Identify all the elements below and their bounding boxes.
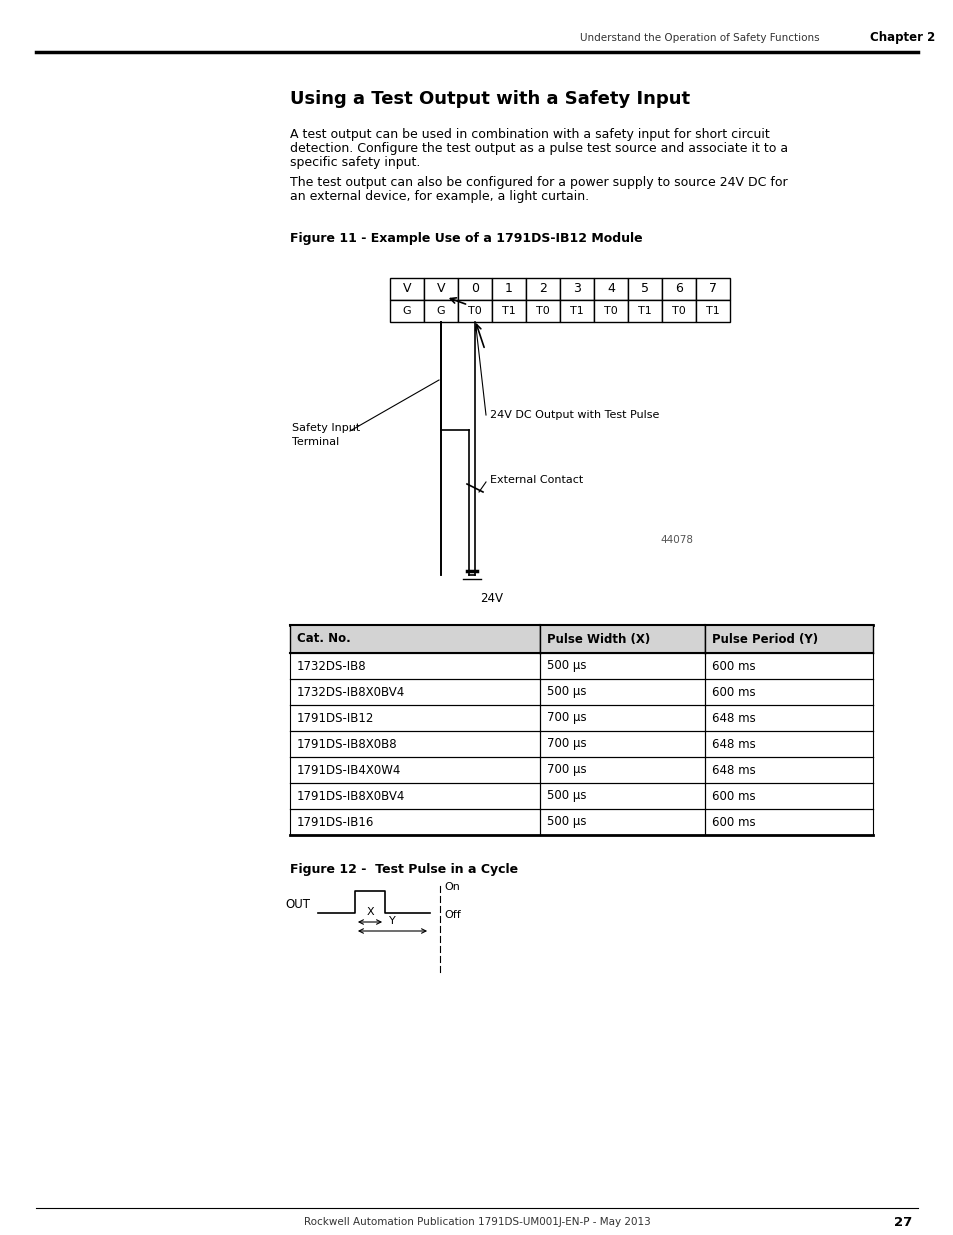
Bar [661,278,696,300]
Bar [661,300,696,322]
Text: 1791DS-IB8X0BV4: 1791DS-IB8X0BV4 [296,789,405,803]
Text: 5: 5 [640,283,648,295]
Text: 500 μs: 500 μs [546,685,586,699]
Text: 600 ms: 600 ms [711,685,755,699]
Text: specific safety input.: specific safety input. [290,156,420,169]
Text: 600 ms: 600 ms [711,789,755,803]
Text: 500 μs: 500 μs [546,789,586,803]
Text: 1791DS-IB4X0W4: 1791DS-IB4X0W4 [296,763,401,777]
Text: G: G [402,306,411,316]
Text: 24V: 24V [479,592,502,605]
Text: 1791DS-IB8X0B8: 1791DS-IB8X0B8 [296,737,397,751]
Text: V: V [436,283,445,295]
Text: T1: T1 [705,306,720,316]
Text: 1791DS-IB16: 1791DS-IB16 [296,815,374,829]
Text: Cat. No.: Cat. No. [296,632,351,646]
Bar [423,278,457,300]
Bar [594,278,627,300]
Bar [627,300,661,322]
Text: 0: 0 [471,283,478,295]
Text: On: On [443,882,459,892]
Bar [559,300,594,322]
Text: 1732DS-IB8X0BV4: 1732DS-IB8X0BV4 [296,685,405,699]
Text: Figure 12 -  Test Pulse in a Cycle: Figure 12 - Test Pulse in a Cycle [290,863,517,876]
Text: 1: 1 [504,283,513,295]
Text: 500 μs: 500 μs [546,659,586,673]
Text: 648 ms: 648 ms [711,763,755,777]
Bar [525,278,559,300]
Bar [539,625,704,653]
Text: T0: T0 [603,306,618,316]
Bar [423,300,457,322]
Text: T0: T0 [672,306,685,316]
Text: G: G [436,306,445,316]
Bar [492,300,525,322]
Text: 27: 27 [893,1215,911,1229]
Text: OUT: OUT [285,899,310,911]
Text: 24V DC Output with Test Pulse: 24V DC Output with Test Pulse [490,410,659,420]
Text: Safety Input
Terminal: Safety Input Terminal [292,424,360,447]
Text: Figure 11 - Example Use of a 1791DS-IB12 Module: Figure 11 - Example Use of a 1791DS-IB12… [290,232,642,245]
Text: T1: T1 [570,306,583,316]
Bar [704,625,872,653]
Bar [559,278,594,300]
Bar [390,278,423,300]
Text: V: V [402,283,411,295]
Text: Rockwell Automation Publication 1791DS-UM001J-EN-P - May 2013: Rockwell Automation Publication 1791DS-U… [303,1216,650,1228]
Text: A test output can be used in combination with a safety input for short circuit: A test output can be used in combination… [290,128,769,141]
Text: The test output can also be configured for a power supply to source 24V DC for: The test output can also be configured f… [290,177,787,189]
Text: 500 μs: 500 μs [546,815,586,829]
Text: 7: 7 [708,283,717,295]
Text: 4: 4 [606,283,615,295]
Text: 648 ms: 648 ms [711,737,755,751]
Bar [696,278,729,300]
Text: 700 μs: 700 μs [546,737,586,751]
Bar [492,278,525,300]
Bar [457,300,492,322]
Bar [525,300,559,322]
Text: 2: 2 [538,283,546,295]
Text: 6: 6 [675,283,682,295]
Text: 700 μs: 700 μs [546,711,586,725]
Text: 44078: 44078 [659,535,692,545]
Text: Pulse Width (X): Pulse Width (X) [546,632,650,646]
Text: Using a Test Output with a Safety Input: Using a Test Output with a Safety Input [290,90,689,107]
Bar [696,300,729,322]
Text: 600 ms: 600 ms [711,659,755,673]
Text: External Contact: External Contact [490,475,582,485]
Text: 600 ms: 600 ms [711,815,755,829]
Text: T1: T1 [638,306,651,316]
Text: X: X [366,906,374,918]
Text: 1791DS-IB12: 1791DS-IB12 [296,711,374,725]
Bar [457,278,492,300]
Text: 700 μs: 700 μs [546,763,586,777]
Text: T0: T0 [468,306,481,316]
Bar [627,278,661,300]
Text: an external device, for example, a light curtain.: an external device, for example, a light… [290,190,589,203]
Text: Pulse Period (Y): Pulse Period (Y) [711,632,818,646]
Bar [290,625,539,653]
Bar [390,300,423,322]
Text: T1: T1 [501,306,516,316]
Text: Y: Y [389,916,395,926]
Text: T0: T0 [536,306,549,316]
Bar [594,300,627,322]
Text: Off: Off [443,910,460,920]
Text: Chapter 2: Chapter 2 [869,32,934,44]
Text: Understand the Operation of Safety Functions: Understand the Operation of Safety Funct… [579,33,819,43]
Text: 3: 3 [573,283,580,295]
Text: 648 ms: 648 ms [711,711,755,725]
Text: detection. Configure the test output as a pulse test source and associate it to : detection. Configure the test output as … [290,142,787,156]
Text: 1732DS-IB8: 1732DS-IB8 [296,659,366,673]
